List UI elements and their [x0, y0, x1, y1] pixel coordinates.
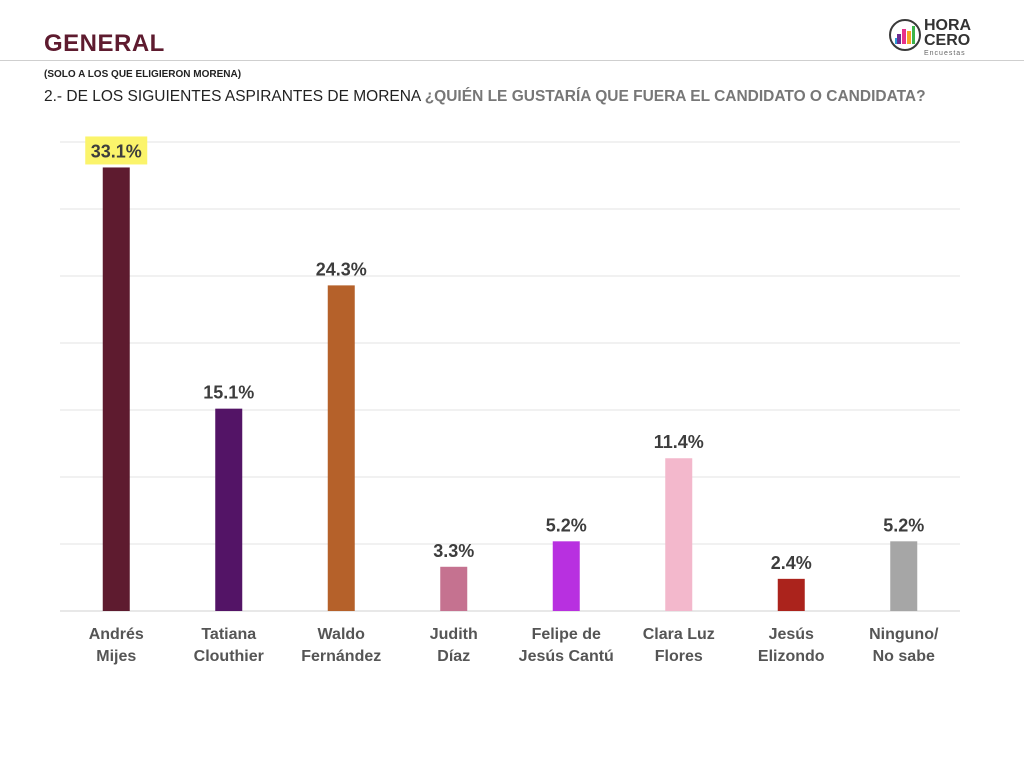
logo-word-hora: HORA	[924, 17, 972, 34]
logo-subtitle: Encuestas	[924, 50, 966, 57]
category-label: Felipe de	[532, 626, 601, 643]
question-main: ¿QUIÉN LE GUSTARÍA QUE FUERA EL CANDIDAT…	[424, 88, 926, 105]
category-label: Tatiana	[201, 626, 256, 643]
bar-3	[327, 285, 355, 611]
bar-7	[777, 578, 805, 611]
value-label: 5.2%	[546, 515, 587, 535]
value-label: 15.1%	[203, 383, 254, 403]
bar-6	[665, 458, 693, 611]
hora-cero-logo: HORA CERO Encuestas	[888, 18, 988, 58]
category-label: Fernández	[301, 648, 381, 665]
bar-5	[552, 541, 580, 611]
category-label: Jesús Cantú	[519, 648, 614, 665]
value-label: 24.3%	[316, 259, 367, 279]
category-label: Clara Luz	[643, 626, 715, 643]
category-label: Andrés	[89, 626, 144, 643]
category-label: Waldo	[318, 626, 366, 643]
question-text: 2.- DE LOS SIGUIENTES ASPIRANTES DE MORE…	[44, 88, 926, 106]
page-title: GENERAL	[44, 30, 165, 57]
category-label: Jesús	[769, 626, 814, 643]
logo-icon	[889, 19, 921, 51]
value-label: 5.2%	[883, 515, 924, 535]
value-label: 33.1%	[91, 141, 142, 161]
category-label: Ninguno/	[869, 626, 939, 643]
filter-note: (SOLO A LOS QUE ELIGIERON MORENA)	[44, 69, 242, 80]
question-prefix: 2.- DE LOS SIGUIENTES ASPIRANTES DE MORE…	[44, 88, 421, 105]
bar-2	[215, 408, 243, 611]
value-label: 2.4%	[771, 553, 812, 573]
category-label: Clouthier	[194, 648, 264, 665]
category-label: Díaz	[437, 648, 470, 665]
header-divider	[0, 60, 1024, 61]
category-label: Elizondo	[758, 648, 825, 665]
category-label: Flores	[655, 648, 703, 665]
category-label: Mijes	[96, 648, 136, 665]
bar-1	[102, 167, 130, 611]
value-label: 3.3%	[433, 541, 474, 561]
bar-4	[440, 566, 468, 611]
logo-word-cero: CERO	[924, 32, 971, 49]
value-label: 11.4%	[654, 432, 704, 452]
category-label: No sabe	[873, 648, 935, 665]
category-label: Judith	[430, 626, 478, 643]
value-label-highlight	[85, 136, 148, 165]
bar-8	[890, 541, 918, 611]
